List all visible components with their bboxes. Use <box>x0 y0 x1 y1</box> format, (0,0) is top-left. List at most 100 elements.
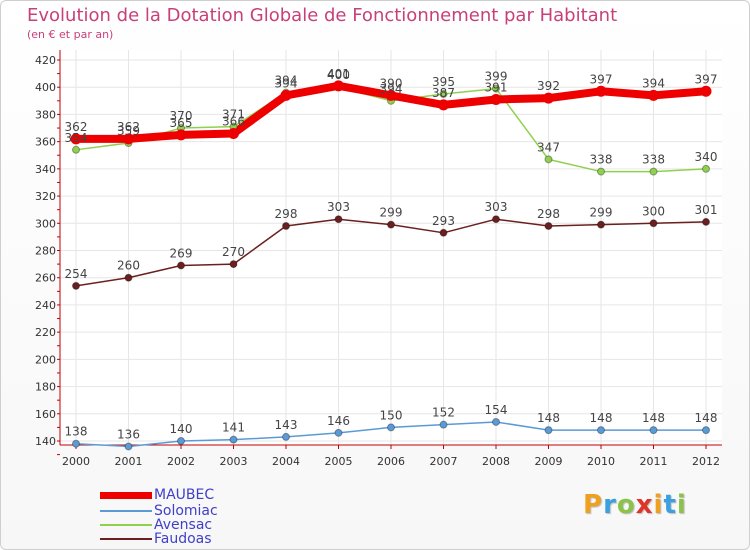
legend-label: Solomiac <box>154 503 218 519</box>
data-label: 254 <box>65 267 88 281</box>
data-point <box>702 217 710 226</box>
data-label: 338 <box>642 153 665 167</box>
data-label: 401 <box>327 67 350 81</box>
data-point <box>649 167 658 176</box>
data-label: 392 <box>537 79 560 93</box>
data-point <box>72 281 80 290</box>
x-tick-label: 2010 <box>587 455 615 468</box>
data-point <box>597 220 605 229</box>
data-label: 394 <box>275 76 298 90</box>
data-point <box>177 437 185 445</box>
legend-swatch-solomiac <box>100 510 152 512</box>
data-point <box>124 442 133 451</box>
logo-letter: x <box>635 490 654 520</box>
data-point <box>438 99 449 111</box>
data-label: 394 <box>275 74 298 88</box>
data-point <box>439 90 448 99</box>
legend-item-faudoas[interactable]: Faudoas <box>100 531 212 547</box>
data-label: 152 <box>432 406 455 420</box>
proxiti-logo: Proxiti <box>583 490 687 520</box>
data-point <box>123 133 134 145</box>
data-label: 338 <box>590 153 613 167</box>
data-point <box>492 84 500 93</box>
data-point <box>333 80 344 92</box>
data-point <box>177 261 185 270</box>
data-label: 394 <box>380 82 403 96</box>
legend-label: Faudoas <box>154 531 212 547</box>
x-tick-label: 2005 <box>325 455 353 468</box>
data-label: 136 <box>117 427 140 441</box>
legend-item-maubec[interactable]: MAUBEC <box>100 487 214 503</box>
legend-item-avensac[interactable]: Avensac <box>100 517 212 533</box>
data-point <box>228 127 239 139</box>
data-label: 394 <box>642 76 665 90</box>
data-label: 400 <box>327 68 350 82</box>
data-label: 399 <box>485 70 508 84</box>
data-point <box>492 417 500 426</box>
data-point <box>595 85 607 97</box>
legend-swatch-faudoas <box>100 538 152 540</box>
x-tick-label: 2002 <box>167 455 195 468</box>
y-tick-label: 160 <box>35 408 56 421</box>
data-point <box>439 420 448 429</box>
data-point <box>490 93 502 105</box>
data-label: 391 <box>485 80 508 94</box>
data-label: 148 <box>590 411 613 425</box>
x-tick-label: 2012 <box>692 455 720 468</box>
data-label: 150 <box>380 408 403 422</box>
data-label: 140 <box>170 422 193 436</box>
y-tick-label: 140 <box>35 435 56 448</box>
x-tick-label: 2000 <box>62 455 90 468</box>
x-tick-label: 2009 <box>535 455 563 468</box>
y-tick-label: 400 <box>35 81 56 94</box>
data-point <box>282 222 290 231</box>
x-tick-label: 2008 <box>482 455 510 468</box>
x-tick-label: 2004 <box>272 455 300 468</box>
logo-letter: i <box>676 490 687 520</box>
y-tick-label: 280 <box>35 245 56 258</box>
data-label: 141 <box>222 421 245 435</box>
data-label: 299 <box>380 206 403 220</box>
data-point <box>648 89 659 101</box>
data-point <box>334 215 343 224</box>
data-label: 340 <box>695 150 718 164</box>
data-point <box>649 219 658 228</box>
data-point <box>334 428 343 437</box>
data-point <box>387 220 395 229</box>
data-label: 303 <box>485 200 508 214</box>
data-label: 293 <box>432 214 455 228</box>
data-label: 347 <box>537 140 560 154</box>
y-tick-label: 320 <box>35 190 56 203</box>
logo-letter: P <box>583 490 604 520</box>
data-point <box>492 215 500 224</box>
x-tick-label: 2003 <box>220 455 248 468</box>
data-point <box>72 439 80 448</box>
data-point <box>124 273 133 282</box>
data-point <box>72 145 80 154</box>
data-label: 260 <box>117 259 140 273</box>
x-tick-label: 2006 <box>377 455 405 468</box>
data-point <box>649 426 658 435</box>
legend-label: MAUBEC <box>154 487 215 503</box>
data-label: 148 <box>642 411 665 425</box>
data-label: 362 <box>65 120 88 134</box>
x-tick-label: 2001 <box>115 455 143 468</box>
data-label: 146 <box>327 414 350 428</box>
data-point <box>702 164 710 173</box>
y-tick-label: 420 <box>35 54 56 67</box>
data-label: 270 <box>222 245 245 259</box>
legend-item-solomiac[interactable]: Solomiac <box>100 503 218 519</box>
y-tick-label: 180 <box>35 381 56 394</box>
y-tick-label: 300 <box>35 217 56 230</box>
data-label: 387 <box>432 86 455 100</box>
data-point <box>70 133 82 145</box>
y-tick-label: 340 <box>35 163 56 176</box>
data-point <box>597 167 605 176</box>
data-label: 397 <box>590 72 613 86</box>
logo-letter: o <box>616 490 636 520</box>
y-tick-label: 240 <box>35 299 56 312</box>
data-point <box>700 85 712 97</box>
data-label: 390 <box>380 76 403 90</box>
data-point <box>543 92 554 104</box>
data-label: 354 <box>65 131 88 145</box>
